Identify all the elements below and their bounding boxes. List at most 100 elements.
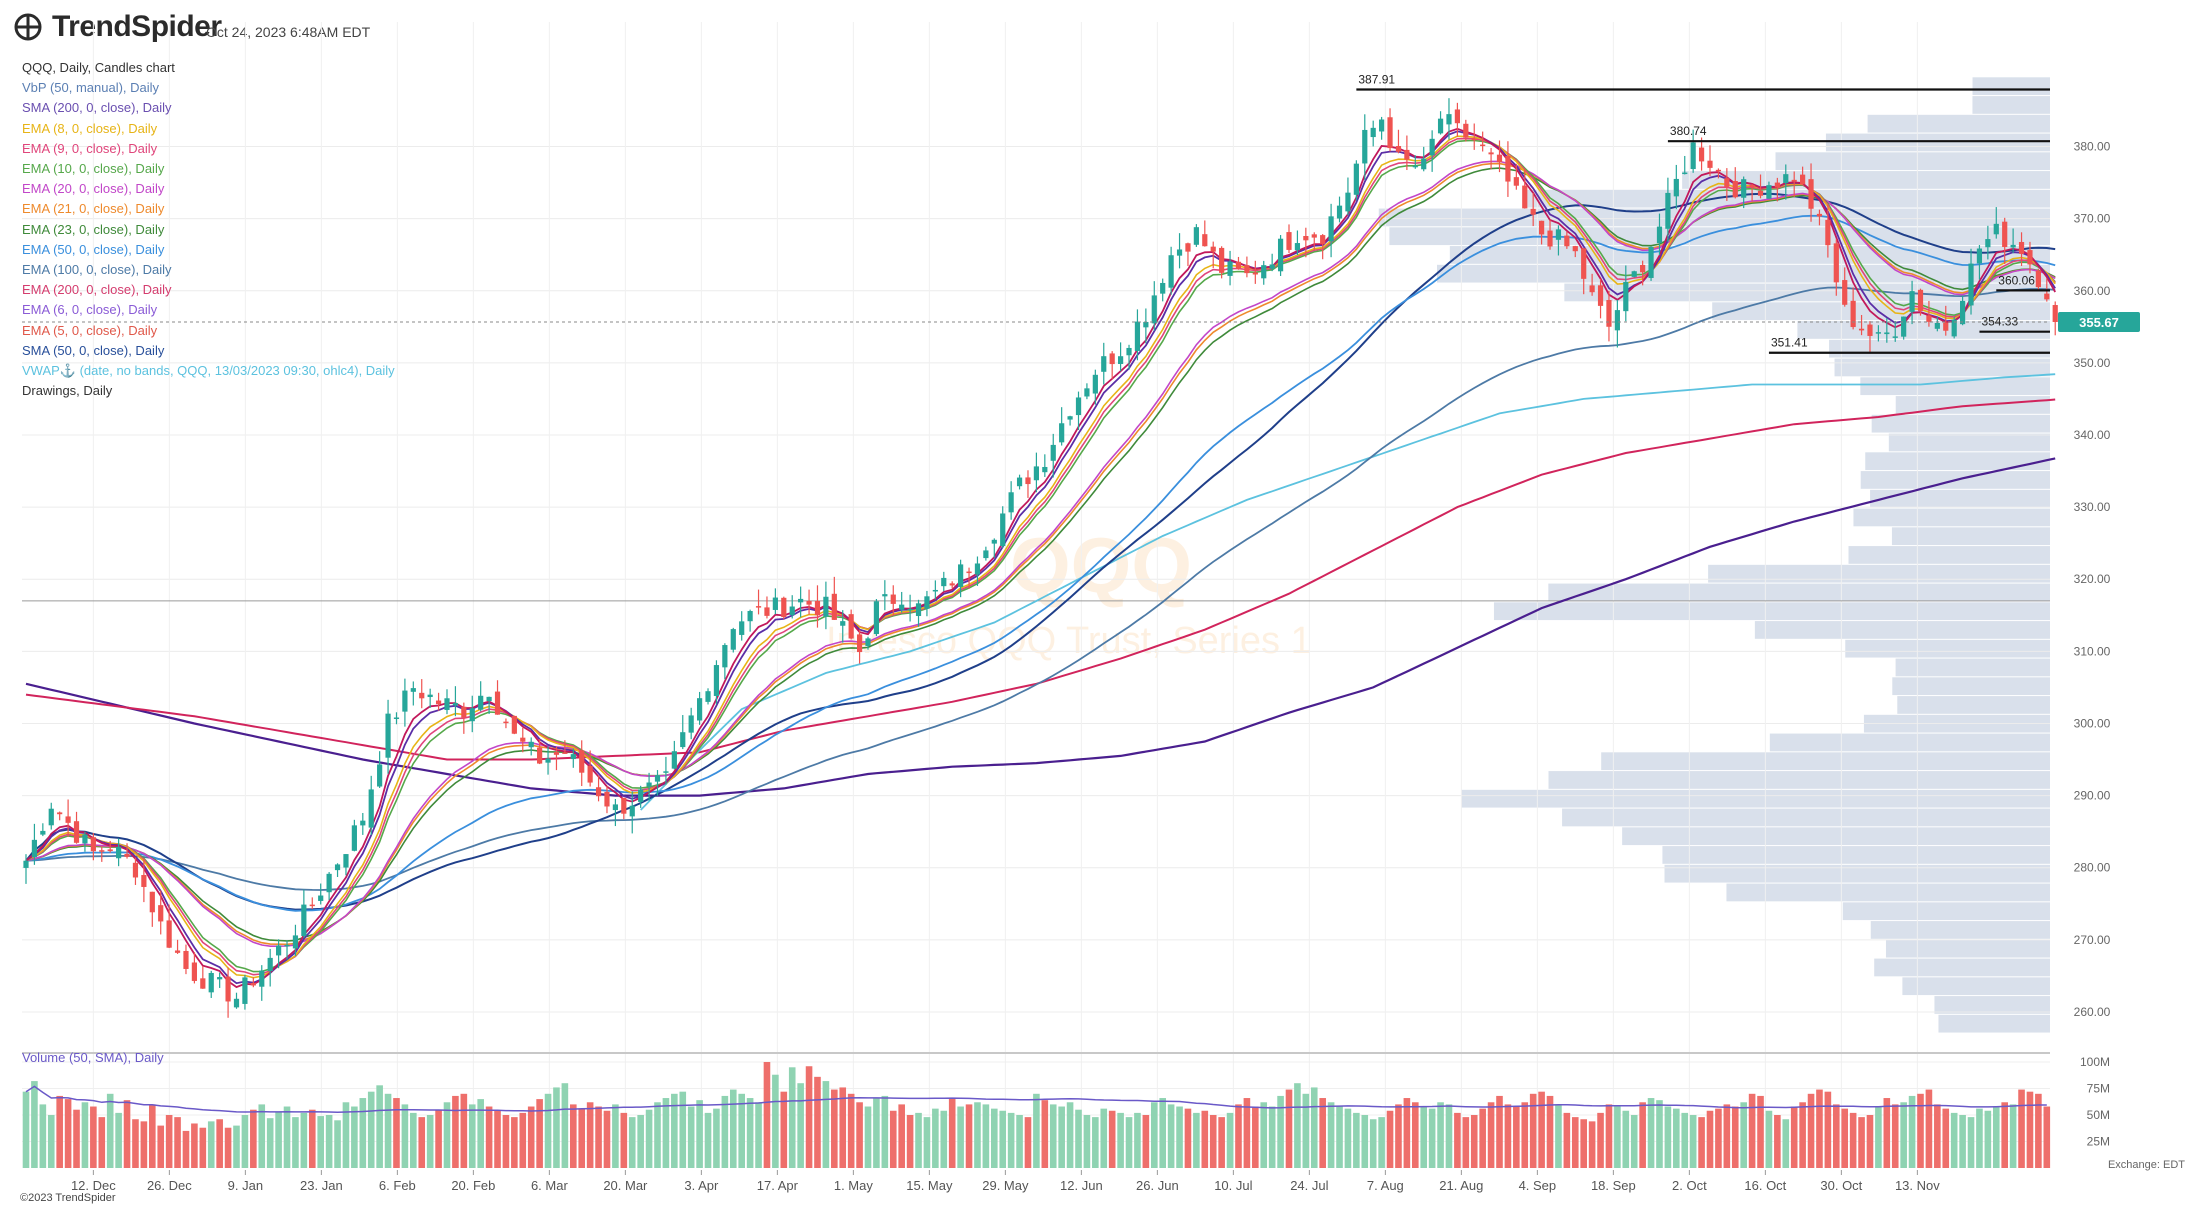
level-label[interactable]: 387.91	[1358, 72, 1395, 86]
volume-bar	[1698, 1117, 1705, 1168]
candle-body	[882, 594, 888, 597]
legend-item[interactable]: EMA (5, 0, close), Daily	[22, 322, 158, 338]
level-label[interactable]: 380.74	[1670, 124, 1707, 138]
legend-item[interactable]: EMA (100, 0, close), Daily	[22, 262, 172, 278]
legend-item[interactable]: EMA (50, 0, close), Daily	[22, 241, 165, 257]
volume-bar	[1235, 1104, 1242, 1168]
candle-body	[1800, 174, 1806, 185]
volume-bar	[1395, 1104, 1402, 1168]
price-axis[interactable]: 260.00 270.00 280.00 290.00 300.00 310.00 320.…	[2058, 140, 2140, 1019]
volume-bar	[932, 1108, 939, 1168]
legend-item[interactable]: VWAP⚓ (date, no bands, QQQ, 13/03/2023 0…	[22, 363, 395, 379]
volume-bar	[73, 1109, 80, 1168]
candle-body	[1075, 397, 1082, 416]
indicator-legend[interactable]: QQQ, Daily, Candles chart VbP (50, manual…	[22, 58, 395, 401]
volume-sma-line	[25, 1085, 2047, 1113]
brand-logo: TrendSpider	[14, 10, 222, 44]
legend-item[interactable]: SMA (50, 0, close), Daily	[22, 342, 165, 358]
volume-tick-label: 75M	[2087, 1082, 2110, 1096]
volume-bar	[511, 1117, 518, 1168]
volume-bar	[889, 1110, 897, 1168]
candle-body	[1715, 169, 1722, 172]
price-tick-label: 360.00	[2074, 284, 2111, 298]
candle-body	[166, 920, 172, 948]
legend-item[interactable]: EMA (10, 0, close), Daily	[22, 161, 165, 177]
legend-item[interactable]: EMA (8, 0, close), Daily	[22, 120, 158, 136]
volume-bar	[553, 1087, 560, 1168]
candle-body	[1092, 374, 1098, 394]
candle-body	[40, 830, 46, 835]
volume-bar	[645, 1109, 653, 1168]
candle-body	[1808, 179, 1814, 209]
volume-bar	[1504, 1104, 1512, 1168]
brand-name: TrendSpider	[52, 10, 222, 43]
volume-bar	[1841, 1108, 1849, 1168]
time-tick-label: 12. Dec	[71, 1178, 116, 1193]
candle-body	[1185, 243, 1191, 252]
candle-body	[1353, 163, 1359, 195]
level-label[interactable]: 351.41	[1771, 336, 1808, 350]
volume-bar	[56, 1095, 63, 1168]
candle-body	[1901, 316, 1907, 337]
time-tick-label: 9. Jan	[228, 1178, 263, 1193]
candle-body	[1825, 219, 1831, 246]
legend-item[interactable]: EMA (23, 0, close), Daily	[22, 221, 165, 237]
level-label[interactable]: 354.33	[1981, 315, 2018, 329]
legend-item[interactable]: EMA (200, 0, close), Daily	[22, 282, 172, 298]
vbp-bar	[1897, 696, 2050, 714]
volume-bar	[1016, 1115, 1023, 1168]
volume-bar	[1024, 1117, 1032, 1168]
vbp-bar	[1437, 264, 2050, 283]
candle-body	[873, 601, 880, 635]
candle-body	[1143, 321, 1149, 328]
volume-bar	[1049, 1104, 1057, 1168]
legend-item[interactable]: VbP (50, manual), Daily	[22, 80, 160, 96]
candle-body	[798, 598, 804, 603]
candle-body	[1134, 321, 1141, 351]
volume-bar	[367, 1091, 375, 1168]
vbp-bar	[1682, 171, 2050, 189]
volume-bar	[873, 1098, 880, 1168]
volume-bar	[1546, 1095, 1554, 1168]
volume-bar	[999, 1110, 1007, 1168]
candle-body	[1235, 261, 1242, 269]
volume-bar	[140, 1121, 148, 1168]
volume-bar	[115, 1112, 122, 1168]
candle-body	[1749, 184, 1755, 188]
candle-body	[259, 970, 265, 987]
time-tick-label: 17. Apr	[757, 1178, 799, 1193]
volume-bar	[1715, 1108, 1722, 1168]
candle-body	[284, 944, 290, 947]
time-tick-label: 26. Dec	[147, 1178, 192, 1193]
volume-bar	[477, 1099, 484, 1168]
last-price-badge[interactable]: 355.67	[2079, 315, 2119, 330]
volume-bar	[1066, 1102, 1074, 1168]
time-axis[interactable]: 12. Dec 26. Dec 9. Jan 23. Jan 6. Feb 20. Feb…	[71, 1170, 1940, 1193]
time-tick-label: 18. Sep	[1591, 1178, 1636, 1193]
candle-body	[612, 804, 618, 811]
legend-item[interactable]: Drawings, Daily	[22, 383, 113, 399]
candle-body	[974, 563, 981, 575]
legend-item[interactable]: EMA (21, 0, close), Daily	[22, 201, 165, 217]
volume-bar	[376, 1085, 383, 1168]
candle-body	[242, 977, 248, 1004]
vbp-bar	[1726, 883, 2050, 902]
legend-item[interactable]: EMA (20, 0, close), Daily	[22, 181, 165, 197]
candle-body	[705, 691, 711, 702]
candle-body	[806, 600, 812, 605]
volume-legend[interactable]: Volume (50, SMA), Daily	[22, 1050, 164, 1065]
candle-body	[1126, 347, 1132, 356]
legend-item[interactable]: SMA (200, 0, close), Daily	[22, 100, 172, 116]
candle-body	[1539, 220, 1545, 235]
legend-item[interactable]: QQQ, Daily, Candles chart	[22, 60, 175, 75]
drawn-levels[interactable]: 387.91 380.74 360.06 354.33 351.41	[22, 72, 2050, 354]
legend-item[interactable]: EMA (9, 0, close), Daily	[22, 140, 158, 156]
candle-body	[1917, 289, 1924, 311]
legend-item[interactable]: EMA (6, 0, close), Daily	[22, 302, 158, 318]
vbp-bar	[1548, 583, 2050, 602]
volume-bar	[1875, 1106, 1882, 1168]
level-label[interactable]: 360.06	[1998, 273, 2035, 287]
candle-body	[402, 690, 408, 712]
volume-bar	[334, 1120, 341, 1168]
